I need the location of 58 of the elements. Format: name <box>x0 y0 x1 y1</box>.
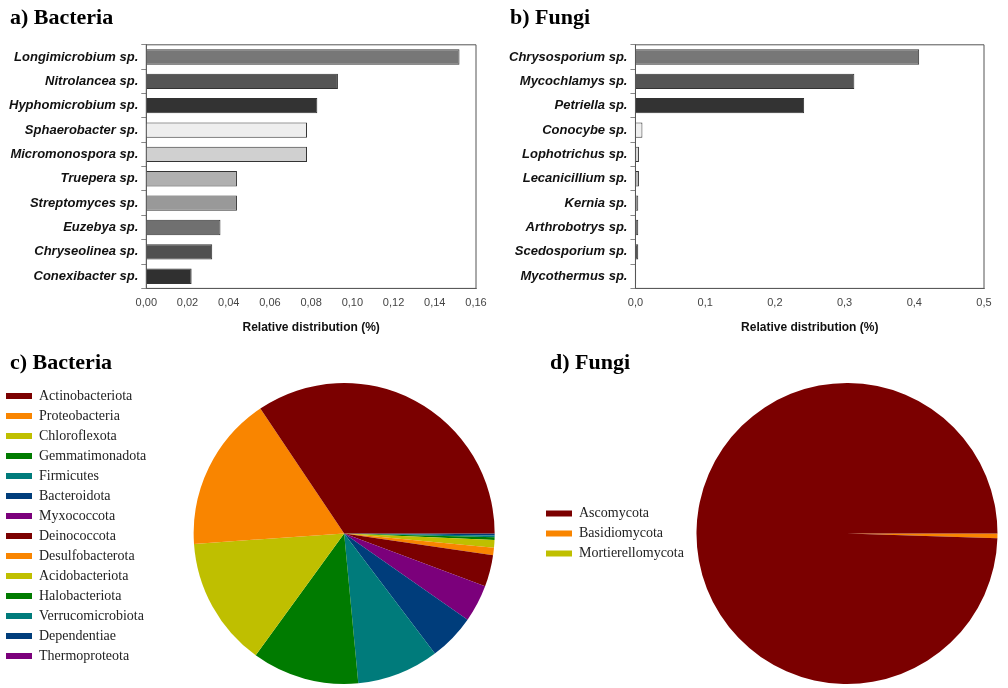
x-tick-label: 0,04 <box>218 296 240 309</box>
y-tick-label: Kernia sp. <box>564 194 628 210</box>
y-tick-label: Streptomyces sp. <box>29 194 139 210</box>
x-tick-label: 0,3 <box>836 296 853 309</box>
x-tick-label: 0,5 <box>976 296 992 309</box>
chart-title: a) Bacteria <box>9 3 115 31</box>
y-tick-label: Chrysosporium sp. <box>509 48 628 64</box>
x-axis-title: Relative distribution (%) <box>741 320 879 335</box>
y-tick-label: Chryseolinea sp. <box>34 243 139 259</box>
y-tick-label: Longimicrobium sp. <box>14 48 139 64</box>
legend-label: Chloroflexota <box>39 427 118 443</box>
x-tick-label: 0,08 <box>300 296 322 309</box>
x-tick-label: 0,02 <box>176 296 199 309</box>
y-tick-label: Nitrolancea sp. <box>45 72 139 88</box>
y-tick-label: Conexibacter sp. <box>33 267 139 283</box>
legend-label: Mortierellomycota <box>579 545 685 561</box>
y-tick-label: Scedosporium sp. <box>514 243 628 259</box>
x-tick-label: 0,4 <box>906 296 922 309</box>
legend-label: Deinococcota <box>39 527 117 543</box>
legend-label: Proteobacteria <box>39 407 121 423</box>
legend-label: Actinobacteriota <box>39 387 134 403</box>
chart-title: d) Fungi <box>549 348 632 376</box>
y-tick-label: Hyphomicrobium sp. <box>8 97 139 113</box>
x-tick-label: 0,14 <box>424 296 446 309</box>
legend-label: Acidobacteriota <box>39 567 130 583</box>
legend-label: Halobacteriota <box>39 587 123 603</box>
y-tick-label: Lecanicillium sp. <box>522 170 628 186</box>
legend-label: Gemmatimonadota <box>39 447 148 463</box>
y-tick-label: Petriella sp. <box>554 97 628 113</box>
y-tick-label: Mycothermus sp. <box>520 267 628 283</box>
legend-label: Firmicutes <box>39 467 99 483</box>
y-tick-label: Micromonospora sp. <box>10 146 139 161</box>
x-tick-label: 0,16 <box>465 296 487 309</box>
x-axis-title: Relative distribution (%) <box>242 320 380 335</box>
x-tick-label: 0,0 <box>627 296 644 309</box>
x-tick-label: 0,10 <box>341 296 364 309</box>
legend-label: Basidiomycota <box>579 525 664 541</box>
x-tick-label: 0,2 <box>767 296 783 309</box>
legend-label: Myxococcota <box>39 507 116 523</box>
y-tick-label: Sphaerobacter sp. <box>24 121 139 137</box>
y-tick-label: Arthrobotrys sp. <box>524 219 628 235</box>
y-tick-label: Mycochlamys sp. <box>519 72 628 88</box>
chart-title: c) Bacteria <box>9 348 113 376</box>
x-tick-label: 0,12 <box>382 296 405 309</box>
legend-label: Dependentiae <box>39 627 116 643</box>
legend-label: Ascomycota <box>579 505 650 521</box>
legend-label: Thermoproteota <box>39 647 130 663</box>
legend-label: Desulfobacterota <box>39 547 136 563</box>
legend-label: Bacteroidota <box>39 487 112 503</box>
y-tick-label: Euzebya sp. <box>63 219 139 235</box>
chart-title: b) Fungi <box>509 3 592 31</box>
y-tick-label: Conocybe sp. <box>542 121 628 137</box>
x-tick-label: 0,06 <box>259 296 281 309</box>
legend-label: Verrucomicrobiota <box>39 607 145 623</box>
y-tick-label: Lophotrichus sp. <box>522 146 628 161</box>
x-tick-label: 0,00 <box>135 296 157 309</box>
y-tick-label: Truepera sp. <box>60 170 139 186</box>
x-tick-label: 0,1 <box>697 296 713 309</box>
